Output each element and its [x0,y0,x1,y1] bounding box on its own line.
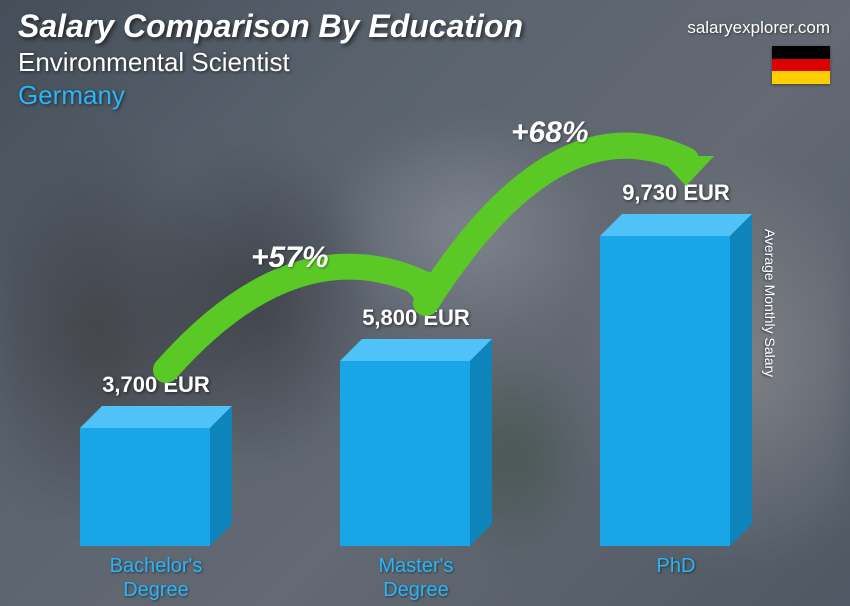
bar-category-label: PhD [576,554,776,578]
bar-chart: 3,700 EURBachelor'sDegree5,800 EURMaster… [40,150,790,546]
bar-side-face [730,214,752,546]
bar-3d [80,406,232,546]
bar-side-face [470,339,492,546]
flag-stripe-2 [772,59,830,72]
chart-subtitle: Environmental Scientist [18,47,832,78]
germany-flag-icon [772,46,830,84]
bar-front-face [80,428,210,546]
flag-stripe-3 [772,71,830,84]
bar-group: 3,700 EURBachelor'sDegree [80,406,232,546]
bar-category-label: Master'sDegree [316,554,516,602]
chart-country: Germany [18,80,832,111]
bar-category-label: Bachelor'sDegree [56,554,256,602]
increase-percent-label: +68% [511,116,589,150]
bar-side-face [210,406,232,546]
flag-stripe-1 [772,46,830,59]
increase-percent-label: +57% [251,241,329,275]
source-attribution: salaryexplorer.com [687,18,830,38]
y-axis-label: Average Monthly Salary [762,229,778,377]
